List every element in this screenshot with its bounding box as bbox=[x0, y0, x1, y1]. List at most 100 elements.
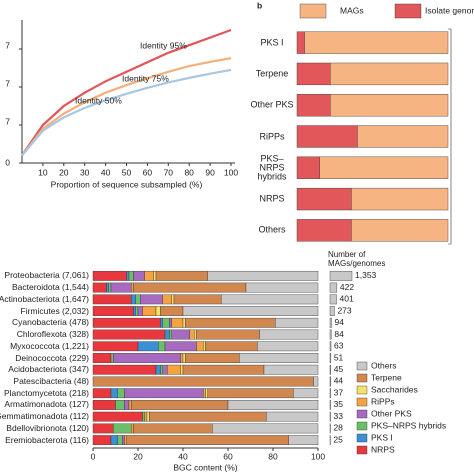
category-label: Gemmatimonadota (112) bbox=[0, 411, 89, 422]
bar-segment bbox=[110, 435, 118, 446]
bar-segment bbox=[182, 306, 319, 316]
legend-swatch bbox=[356, 385, 368, 395]
bar-segment bbox=[293, 388, 319, 399]
count-bar bbox=[329, 400, 331, 410]
category-label: NRPS bbox=[259, 193, 285, 204]
bar-segment bbox=[207, 270, 319, 281]
bar-segment bbox=[92, 341, 139, 352]
bar-segment bbox=[126, 270, 130, 281]
bar-segment bbox=[122, 435, 125, 446]
bar-segment bbox=[131, 400, 229, 410]
bar-segment bbox=[160, 306, 184, 316]
bar-segment bbox=[115, 400, 125, 410]
count-bar bbox=[329, 306, 335, 316]
legend-label: Saccharides bbox=[371, 384, 418, 394]
bar-segment bbox=[92, 270, 127, 281]
category-label: Bacteroidota (1,544) bbox=[11, 282, 89, 293]
bar-segment bbox=[203, 341, 206, 352]
x-axis-title: BGC content (%) bbox=[173, 462, 237, 472]
category-label: Planctomycetota (218) bbox=[3, 387, 89, 398]
bar-segment bbox=[92, 306, 134, 316]
y-tick-label: 7 bbox=[5, 40, 10, 50]
category-label: Acidobacteriota (347) bbox=[8, 364, 89, 375]
bar-segment bbox=[160, 317, 163, 328]
bar-segment bbox=[162, 364, 168, 375]
x-tick-label: 60 bbox=[223, 451, 233, 461]
bar-segment bbox=[164, 341, 197, 352]
legend-swatch bbox=[356, 409, 368, 419]
bar-segment bbox=[142, 411, 145, 422]
count-bar bbox=[329, 329, 332, 340]
bar-segment bbox=[245, 282, 319, 293]
series-label: Identity 50% bbox=[75, 95, 122, 105]
bar-segment bbox=[330, 94, 449, 117]
count-label: 37 bbox=[334, 387, 344, 397]
x-axis-title: Proportion of sequence subsampled (%) bbox=[51, 179, 203, 189]
category-label: Eremiobacterota (116) bbox=[5, 434, 89, 445]
bar-segment bbox=[296, 187, 352, 211]
bar-segment bbox=[135, 306, 139, 316]
bar-segment bbox=[275, 317, 319, 328]
bar-segment bbox=[266, 411, 319, 422]
bar-segment bbox=[140, 294, 163, 305]
x-tick-label: 60 bbox=[143, 167, 153, 177]
bar-segment bbox=[205, 341, 258, 352]
bar-segment bbox=[357, 125, 449, 148]
bar-segment bbox=[92, 400, 116, 410]
bar-segment bbox=[330, 62, 449, 86]
count-bar bbox=[329, 353, 332, 363]
bar-segment bbox=[296, 156, 320, 179]
bar-segment bbox=[92, 376, 314, 387]
bar-segment bbox=[92, 388, 112, 399]
series-line bbox=[21, 28, 232, 157]
bar-segment bbox=[182, 353, 186, 363]
category-label: Chloroflexota (328) bbox=[16, 329, 89, 340]
bar-segment bbox=[173, 294, 222, 305]
bar-segment bbox=[92, 435, 112, 446]
bar-segment bbox=[155, 306, 161, 316]
x-tick-label: 10 bbox=[38, 167, 48, 177]
bar-segment bbox=[351, 219, 449, 242]
category-label: Others bbox=[258, 224, 286, 235]
bar-segment bbox=[149, 411, 267, 422]
count-label: 35 bbox=[334, 399, 344, 409]
bar-segment bbox=[167, 364, 181, 375]
bar-segment bbox=[137, 341, 159, 352]
x-tick-label: 70 bbox=[164, 167, 174, 177]
bar-segment bbox=[313, 376, 319, 387]
bar-segment bbox=[351, 187, 449, 211]
legend-label: PKS I bbox=[371, 432, 393, 442]
series-line bbox=[21, 68, 232, 157]
bar-segment bbox=[171, 294, 175, 305]
bar-segment bbox=[212, 423, 319, 434]
category-label: Cyanobacteria (478) bbox=[11, 317, 89, 328]
bar-segment bbox=[133, 306, 136, 316]
count-label: 1,353 bbox=[355, 270, 377, 280]
bar-segment bbox=[117, 435, 123, 446]
count-bar bbox=[329, 341, 332, 352]
bar-segment bbox=[221, 294, 319, 305]
category-label: Actinobacteriota (1,647) bbox=[0, 293, 89, 304]
bar-segment bbox=[304, 31, 449, 54]
bar-segment bbox=[110, 388, 118, 399]
bar-segment bbox=[162, 294, 172, 305]
x-tick-label: 100 bbox=[311, 451, 325, 461]
bar-segment bbox=[110, 353, 114, 363]
legend-label: RiPPs bbox=[371, 396, 395, 406]
bar-segment bbox=[92, 423, 114, 434]
count-label: 33 bbox=[334, 411, 344, 421]
bar-segment bbox=[92, 317, 161, 328]
bar-segment bbox=[296, 31, 305, 54]
count-bar bbox=[329, 388, 331, 399]
category-label: Terpene bbox=[255, 68, 289, 79]
legend-swatch bbox=[356, 361, 368, 371]
category-label: Proteobacteria (7,061) bbox=[4, 270, 89, 281]
legend-swatch bbox=[356, 445, 368, 455]
bar-segment bbox=[117, 388, 125, 399]
bar-segment bbox=[155, 364, 161, 375]
bar-segment bbox=[227, 400, 319, 410]
x-tick-label: 20 bbox=[133, 451, 143, 461]
category-label: Deinococcota (229) bbox=[15, 352, 89, 363]
